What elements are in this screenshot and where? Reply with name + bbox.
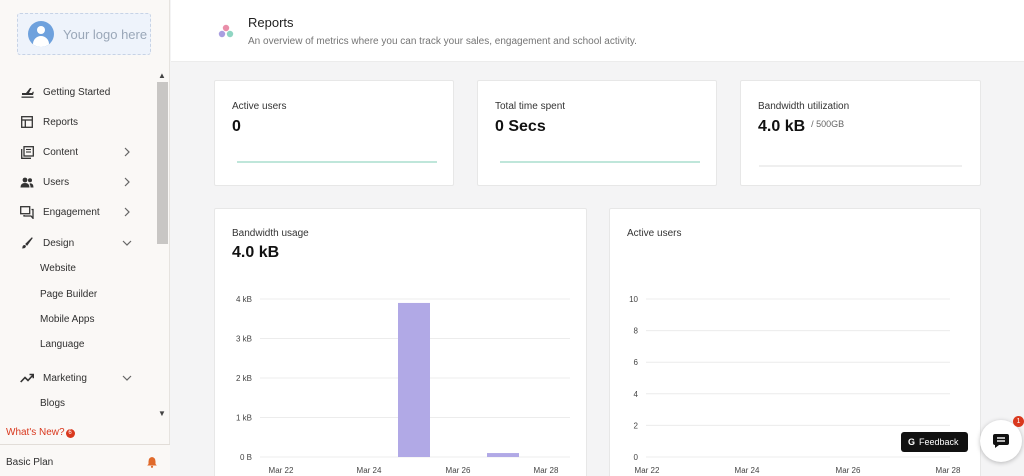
sidebar-subitem-website[interactable]: Website [40, 263, 76, 274]
sidebar-subitem-page-builder[interactable]: Page Builder [40, 289, 98, 300]
chevron-down-icon [122, 375, 132, 381]
y-tick-label: 4 [634, 390, 639, 399]
bandwidth-utilization-card: Bandwidth utilization 4.0 kB / 500GB [740, 80, 981, 186]
sidebar-item-engagement[interactable]: Engagement [0, 199, 156, 225]
sidebar-item-label: Getting Started [43, 86, 111, 98]
y-tick-label: 6 [634, 358, 639, 367]
sidebar-item-label: Engagement [43, 206, 100, 218]
x-tick-label: Mar 26 [836, 466, 861, 475]
sidebar-scrollbar[interactable] [157, 82, 168, 406]
sidebar-item-label: Marketing [43, 372, 87, 384]
card-label: Total time spent [495, 101, 566, 112]
y-tick-label: 8 [634, 327, 639, 336]
chat-icon [20, 205, 34, 219]
usage-bar [759, 165, 962, 167]
card-label: Active users [232, 101, 287, 112]
feedback-logo-icon: G [908, 437, 916, 447]
sidebar-subitem-language[interactable]: Language [40, 339, 85, 350]
bandwidth-value: 4.0 kB [758, 118, 806, 135]
sidebar-subitem-blogs[interactable]: Blogs [40, 398, 66, 409]
sidebar-item-label: Design [43, 237, 75, 249]
chevron-down-icon [122, 240, 132, 246]
feedback-button[interactable]: G Feedback [901, 432, 968, 452]
x-tick-label: Mar 24 [735, 466, 760, 475]
x-tick-label: Mar 22 [635, 466, 660, 475]
x-tick-label: Mar 28 [534, 466, 559, 475]
chart-value: 4.0 kB [232, 244, 280, 261]
chart-title: Bandwidth usage [232, 228, 309, 239]
whats-new-badge: 6 [65, 429, 75, 438]
chevron-right-icon [124, 207, 130, 217]
plan-label[interactable]: Basic Plan [6, 457, 54, 468]
sidebar-item-getting-started[interactable]: Getting Started [0, 79, 156, 105]
bandwidth-usage-chart-card: Bandwidth usage 4.0 kB 0 B 1 kB 2 kB 3 kB 4 … [214, 208, 587, 476]
users-icon [20, 175, 34, 189]
bar [487, 453, 519, 457]
y-tick-label: 2 kB [236, 374, 252, 383]
card-value: 0 Secs [495, 118, 546, 135]
chart-title: Active users [627, 228, 682, 239]
y-tick-label: 1 kB [236, 414, 252, 423]
page-title: Reports [248, 15, 294, 30]
sidebar-item-label: Reports [43, 116, 79, 128]
active-users-card: Active users 0 [214, 80, 454, 186]
brush-icon [20, 236, 34, 250]
card-value: 0 [232, 118, 241, 135]
sidebar-item-content[interactable]: Content [0, 139, 156, 165]
sidebar-item-label: Users [43, 176, 70, 188]
bandwidth-bar-chart: 0 B 1 kB 2 kB 3 kB 4 kB Mar 22 Mar 24 Mar 26 Mar… [236, 295, 570, 475]
sparkline [500, 161, 700, 163]
reports-logo-icon [218, 24, 234, 38]
y-tick-label: 0 B [240, 453, 252, 462]
y-tick-label: 4 kB [236, 295, 252, 304]
bar [398, 302, 430, 457]
chat-notification-badge: 1 [1013, 416, 1024, 427]
scroll-up-arrow[interactable]: ▲ [158, 71, 166, 80]
sidebar-scroll-thumb[interactable] [157, 82, 168, 244]
bandwidth-limit: / 500GB [811, 119, 845, 129]
x-tick-label: Mar 22 [269, 466, 294, 475]
page-header: Reports An overview of metrics where you… [171, 0, 1024, 62]
x-tick-label: Mar 26 [446, 466, 471, 475]
plane-icon [20, 85, 34, 99]
sidebar-item-reports[interactable]: Reports [0, 109, 156, 135]
sidebar-item-users[interactable]: Users [0, 169, 156, 195]
y-tick-label: 3 kB [236, 335, 252, 344]
y-tick-label: 0 [634, 453, 639, 462]
page-subtitle: An overview of metrics where you can tra… [248, 36, 637, 47]
y-tick-label: 10 [629, 295, 638, 304]
logo-placeholder[interactable]: Your logo here [17, 13, 151, 55]
content-icon [20, 145, 34, 159]
sidebar-subitem-mobile-apps[interactable]: Mobile Apps [40, 314, 95, 325]
trend-icon [20, 371, 34, 385]
whats-new-label: What's New? [6, 427, 65, 438]
sidebar-item-design[interactable]: Design [0, 230, 156, 256]
logo-avatar-icon [28, 21, 54, 47]
sidebar-item-marketing[interactable]: Marketing [0, 365, 156, 391]
active-users-chart-card: Active users 0 2 4 6 8 10 Mar 22 Mar 24 Mar 26 Ma… [609, 208, 981, 476]
sidebar-item-label: Content [43, 146, 79, 158]
card-value: 4.0 kB / 500GB [758, 118, 844, 136]
logo-text: Your logo here [63, 26, 148, 42]
x-tick-label: Mar 28 [936, 466, 961, 475]
chat-launcher-button[interactable] [980, 420, 1022, 462]
chevron-right-icon [124, 177, 130, 187]
plan-bar: Basic Plan [0, 444, 170, 476]
time-spent-card: Total time spent 0 Secs [477, 80, 717, 186]
x-tick-label: Mar 24 [357, 466, 382, 475]
y-tick-label: 2 [634, 421, 639, 430]
chevron-right-icon [124, 147, 130, 157]
chat-bubble-icon [993, 434, 1009, 448]
table-icon [20, 115, 34, 129]
active-users-line-chart: 0 2 4 6 8 10 Mar 22 Mar 24 Mar 26 Mar 28 [629, 295, 961, 475]
sparkline [237, 161, 437, 163]
bell-icon[interactable] [146, 456, 158, 468]
feedback-label: Feedback [919, 437, 959, 447]
scroll-down-arrow[interactable]: ▼ [158, 409, 166, 418]
card-label: Bandwidth utilization [758, 101, 850, 112]
whats-new-link[interactable]: What's New? 6 [6, 427, 75, 438]
sidebar: Your logo here ▲ ▼ Getting Started Repor… [0, 0, 170, 476]
